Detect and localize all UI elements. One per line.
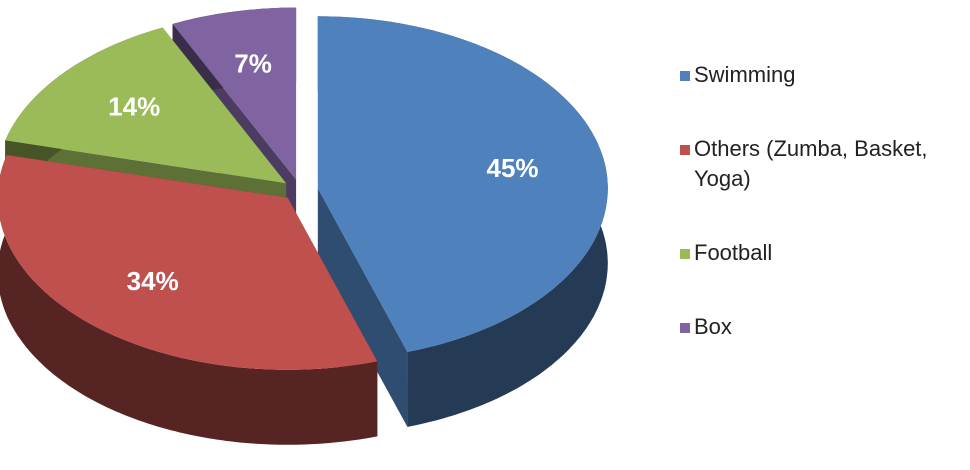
- legend-label: Football: [694, 240, 773, 265]
- slice: [0, 155, 378, 445]
- legend-item: Others (Zumba, Basket, Yoga): [680, 134, 950, 194]
- legend-item: Swimming: [680, 60, 950, 90]
- pie-area: 45% 34% 14% 7%: [0, 7, 608, 445]
- legend-swatch: [680, 71, 690, 81]
- slice-wall: [317, 188, 408, 427]
- slice-top: [5, 27, 287, 184]
- slice-top: [0, 155, 378, 370]
- legend-swatch: [680, 249, 690, 259]
- legend-label: Box: [694, 314, 732, 339]
- data-label: 34%: [127, 266, 179, 296]
- data-label: 45%: [487, 153, 539, 183]
- slice-top: [317, 16, 608, 352]
- slice-top: [172, 7, 297, 180]
- legend-item: Box: [680, 312, 950, 342]
- legend-label: Swimming: [694, 62, 796, 87]
- legend-item: Football: [680, 238, 950, 268]
- data-label: 7%: [234, 48, 272, 78]
- slice-side: [0, 155, 378, 445]
- legend: Swimming Others (Zumba, Basket, Yoga) Foot…: [680, 60, 950, 386]
- legend-swatch: [680, 145, 690, 155]
- data-label: 14%: [108, 92, 160, 122]
- slice: [317, 16, 608, 427]
- legend-swatch: [680, 323, 690, 333]
- legend-label: Others (Zumba, Basket, Yoga): [694, 136, 928, 191]
